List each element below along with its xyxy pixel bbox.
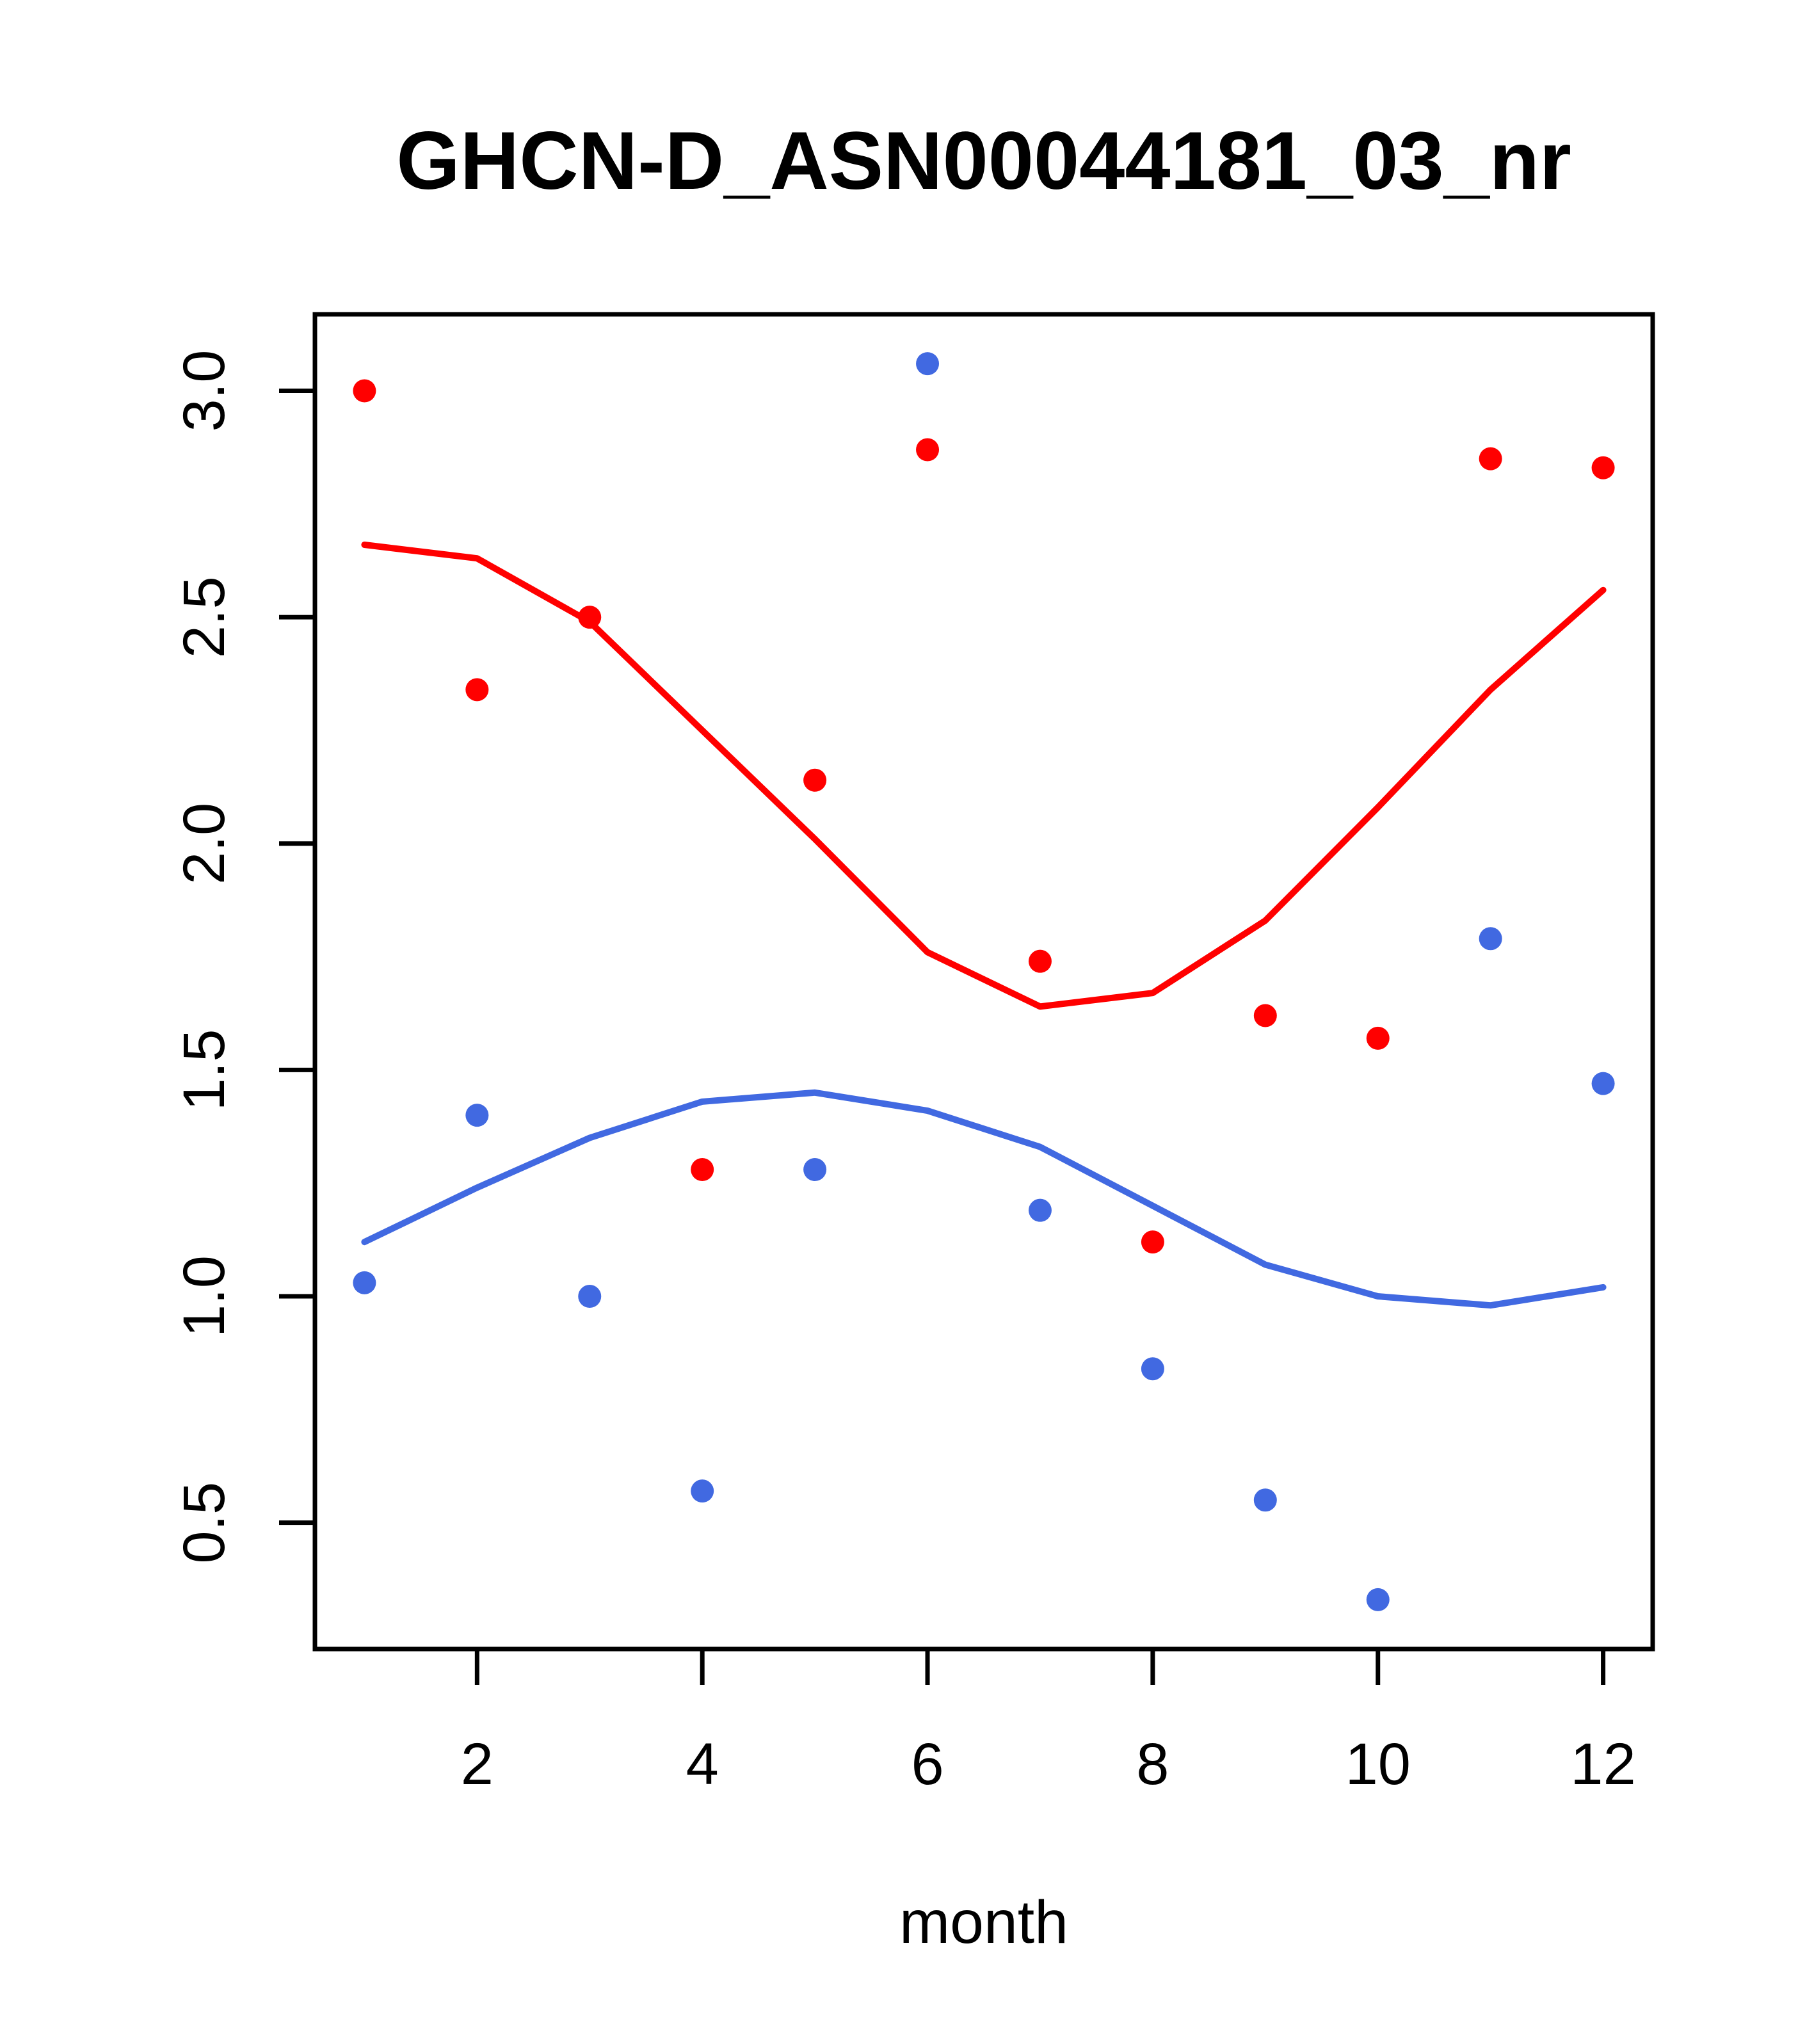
blue-point: [916, 352, 940, 376]
red-point: [1366, 1026, 1390, 1050]
x-tick-label: 6: [911, 1732, 943, 1797]
red-point: [353, 379, 376, 403]
blue-point: [1479, 927, 1502, 951]
y-tick-label: 0.5: [172, 1482, 237, 1564]
blue-point: [353, 1271, 376, 1294]
red-point: [691, 1158, 714, 1182]
blue-point: [1141, 1357, 1164, 1381]
red-point: [1253, 1004, 1277, 1027]
blue-point: [1366, 1588, 1390, 1611]
blue-point: [803, 1158, 827, 1182]
y-tick-label: 3.0: [172, 350, 237, 432]
blue-point: [1591, 1072, 1615, 1095]
x-axis-title: month: [899, 1888, 1068, 1956]
red-point: [578, 606, 602, 629]
red-point: [1141, 1230, 1164, 1254]
red-point: [465, 678, 489, 702]
x-tick-label: 12: [1570, 1732, 1635, 1797]
y-tick-label: 1.5: [172, 1029, 237, 1111]
blue-point: [691, 1479, 714, 1503]
y-tick-label: 2.0: [172, 803, 237, 885]
plot-box: [312, 312, 1655, 1652]
red-point: [916, 438, 940, 462]
y-tick-label: 1.0: [172, 1255, 237, 1337]
red-point: [1028, 949, 1052, 973]
blue-smooth-line: [361, 1089, 1607, 1309]
blue-point: [1028, 1198, 1052, 1222]
x-tick-label: 8: [1136, 1732, 1169, 1797]
y-tick-label: 2.5: [172, 576, 237, 658]
x-tick-label: 4: [686, 1732, 719, 1797]
x-axis: 2 4 6 8 10 12: [461, 1649, 1636, 1797]
x-tick-label: 10: [1345, 1732, 1411, 1797]
x-tick-label: 2: [461, 1732, 494, 1797]
smooth-lines-layer: [361, 541, 1607, 1309]
chart-title: GHCN-D_ASN00044181_03_nr: [396, 115, 1571, 207]
red-smooth-line: [361, 541, 1607, 1010]
blue-point: [1253, 1488, 1277, 1512]
y-axis: 0.5 1.0 1.5 2.0 2.5 3.0: [172, 350, 315, 1564]
red-point: [1591, 456, 1615, 479]
blue-point: [578, 1285, 602, 1308]
red-point: [1479, 447, 1502, 471]
blue-point: [465, 1104, 489, 1127]
red-point: [803, 768, 827, 792]
data-points-layer: [353, 352, 1615, 1611]
